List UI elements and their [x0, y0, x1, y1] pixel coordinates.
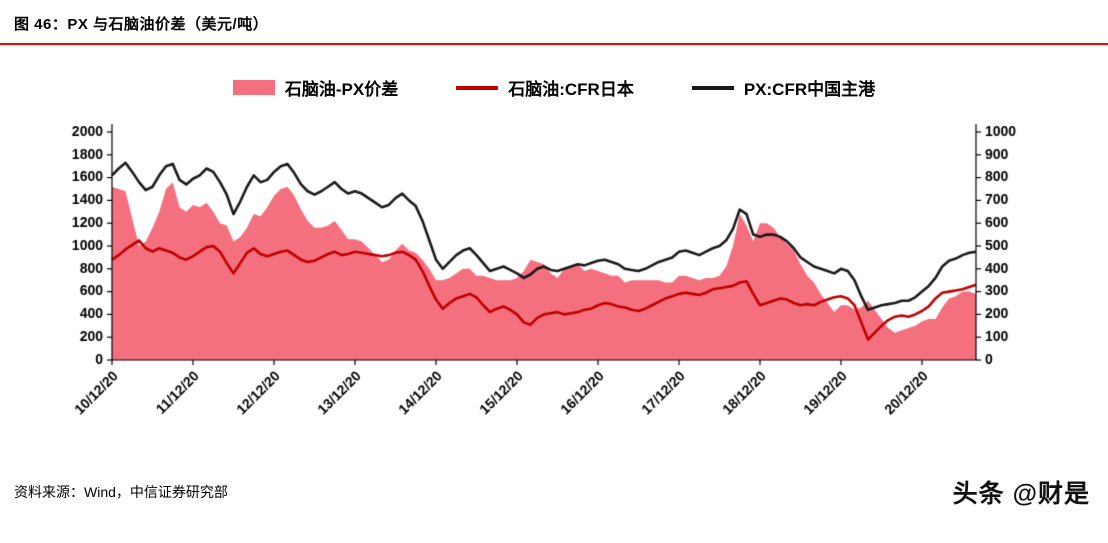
legend-label-naphtha: 石脑油:CFR日本	[508, 80, 634, 99]
source-note: 资料来源：Wind，中信证券研究部	[14, 484, 228, 500]
px-line-swatch-icon	[691, 85, 734, 90]
legend-item-px: PX:CFR中国主港	[691, 75, 876, 100]
spread-area-swatch-icon	[232, 80, 275, 95]
chart-legend: 石脑油-PX价差 石脑油:CFR日本 PX:CFR中国主港	[0, 75, 1108, 100]
figure-title: 图 46：PX 与石脑油价差（美元/吨）	[14, 16, 269, 33]
naphtha-line-swatch-icon	[456, 85, 499, 90]
figure-header: 图 46：PX 与石脑油价差（美元/吨）	[0, 0, 1108, 45]
legend-item-naphtha: 石脑油:CFR日本	[456, 75, 634, 100]
figure-footer: 资料来源：Wind，中信证券研究部 头条 @财是	[0, 474, 1108, 510]
legend-label-px: PX:CFR中国主港	[743, 80, 876, 99]
legend-label-spread: 石脑油-PX价差	[284, 80, 399, 99]
legend-item-spread: 石脑油-PX价差	[232, 75, 399, 100]
chart-canvas	[0, 118, 1108, 438]
watermark: 头条 @财是	[952, 480, 1090, 508]
